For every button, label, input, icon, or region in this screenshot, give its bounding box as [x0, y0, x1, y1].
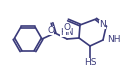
Text: HN: HN: [60, 28, 74, 37]
Text: N: N: [99, 20, 106, 29]
Text: NH: NH: [107, 35, 120, 43]
Text: O: O: [47, 26, 55, 35]
Text: O: O: [64, 23, 70, 32]
Text: HS: HS: [84, 58, 96, 67]
